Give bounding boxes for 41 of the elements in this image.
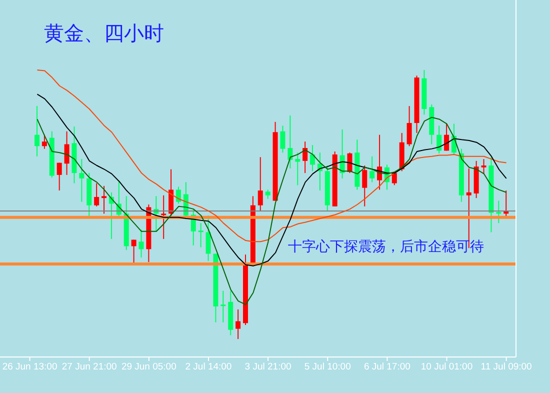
candlestick (102, 185, 107, 214)
candlestick (168, 168, 174, 219)
x-tick-label: 2 Jul 14:00 (185, 362, 232, 373)
x-tick-label: 11 Jul 09:00 (480, 362, 532, 373)
candlestick (42, 134, 47, 150)
annotation: 十字心下探震荡，后市企稳可待 (288, 238, 484, 256)
candlestick (258, 156, 263, 212)
candlestick (496, 200, 502, 224)
x-tick-label: 10 Jul 01:00 (420, 362, 473, 373)
candlestick (288, 114, 293, 169)
x-tick-label: 27 Jun 21:00 (62, 362, 117, 373)
candlestick (56, 162, 62, 192)
candlestick (34, 106, 40, 157)
candlestick (138, 229, 144, 258)
candlestick (79, 158, 84, 202)
candlestick (362, 164, 368, 207)
x-tick-label: 3 Jul 21:00 (244, 362, 292, 373)
candlestick (265, 189, 270, 200)
candlestick (94, 182, 100, 207)
candlestick (176, 186, 181, 204)
candlestick (302, 141, 308, 174)
candlestick (481, 158, 486, 174)
candlestick (206, 215, 211, 262)
candlestick (280, 125, 286, 154)
candlestick (295, 152, 300, 186)
x-tick-label: 26 Jun 13:00 (2, 362, 58, 373)
candlestick (236, 308, 241, 340)
chart-title: 黄金、四小时 (44, 20, 164, 47)
x-tick-label: 5 Jul 10:00 (304, 362, 351, 373)
candlestick (370, 156, 375, 183)
candlestick (220, 290, 226, 323)
candlestick (436, 125, 442, 154)
candlestick (392, 172, 397, 186)
candlestick (310, 144, 316, 172)
x-tick-label: 29 Jun 05:00 (121, 362, 176, 373)
candlestick (406, 106, 412, 147)
x-tick-label: 6 Jul 17:00 (364, 362, 410, 373)
candlestick (198, 222, 204, 248)
candlestick (131, 239, 136, 264)
candlestick (64, 130, 70, 176)
candlestick (161, 194, 166, 240)
